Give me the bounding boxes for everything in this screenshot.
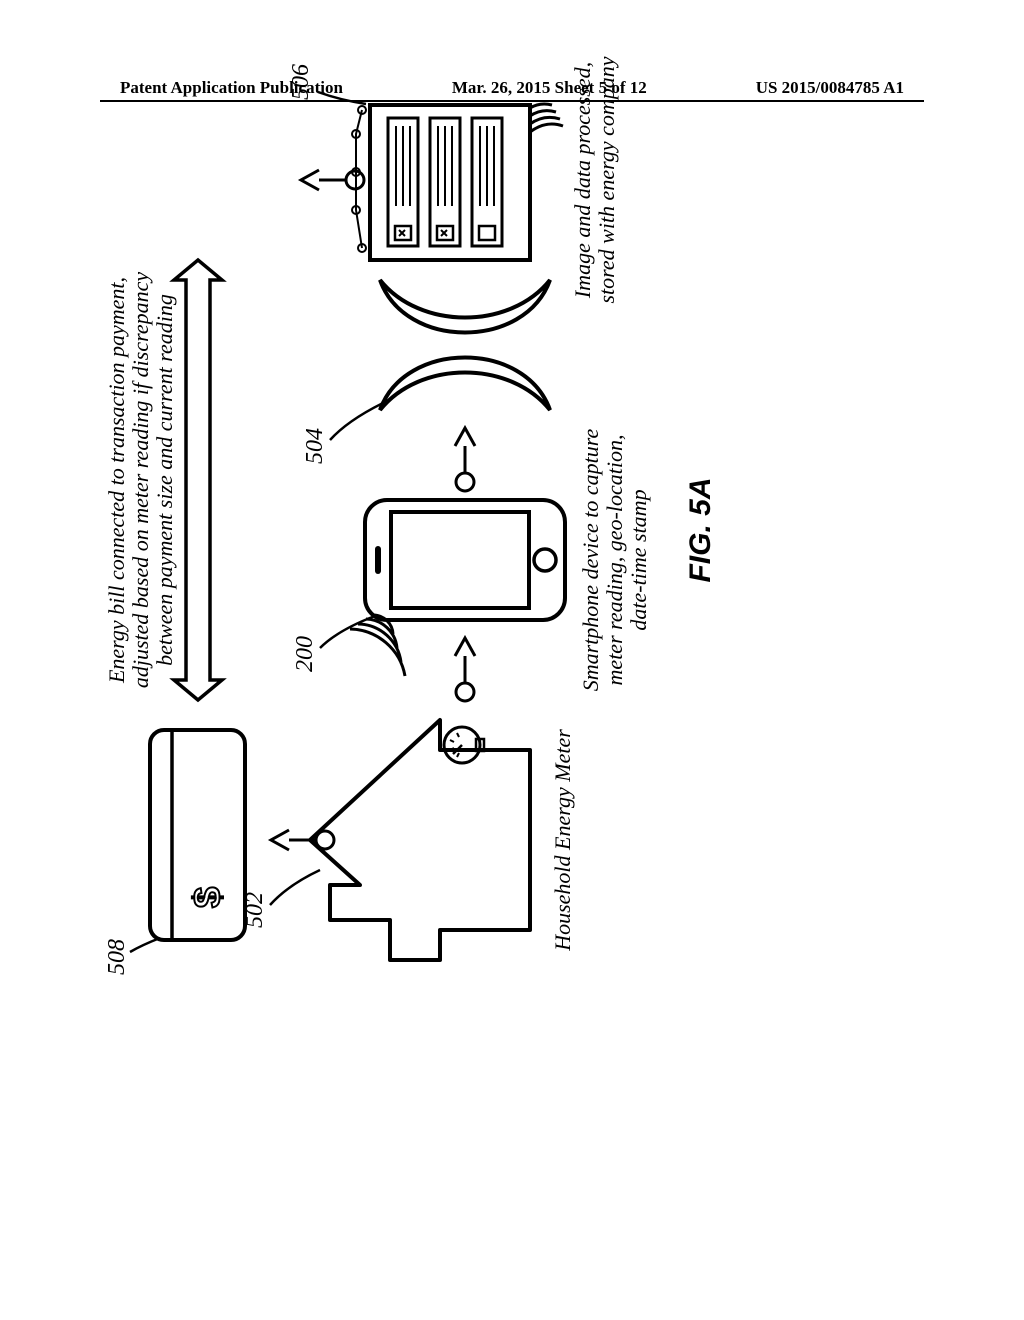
ref-508: 508 bbox=[104, 939, 130, 975]
arrow-2 bbox=[455, 428, 475, 491]
label-server-1: Image and data processed, bbox=[570, 62, 595, 299]
ref-506: 506 bbox=[288, 64, 314, 100]
figure-caption: FIG. 5A bbox=[684, 477, 717, 582]
server-icon bbox=[352, 104, 563, 260]
label-phone-1: Smartphone device to capture bbox=[578, 429, 603, 692]
arrow-1 bbox=[455, 638, 475, 701]
double-arrow bbox=[174, 260, 222, 700]
label-bill-3: between payment size and current reading bbox=[152, 294, 177, 666]
network-icon bbox=[380, 280, 550, 410]
label-bill-1: Energy bill connected to transaction pay… bbox=[104, 277, 129, 684]
label-phone-3: date-time stamp bbox=[626, 489, 651, 630]
label-phone-2: meter reading, geo-location, bbox=[602, 435, 627, 686]
bill-icon: $ bbox=[150, 730, 245, 940]
header-right: US 2015/0084785 A1 bbox=[756, 78, 904, 98]
svg-text:$: $ bbox=[187, 887, 229, 908]
ref-504: 504 bbox=[302, 428, 328, 464]
page-header: Patent Application Publication Mar. 26, … bbox=[0, 78, 1024, 98]
house-icon bbox=[310, 720, 530, 960]
header-rule bbox=[100, 100, 924, 102]
arrow-up-left bbox=[271, 830, 334, 850]
label-bill-2: adjusted based on meter reading if discr… bbox=[128, 272, 153, 689]
ref-200: 200 bbox=[292, 636, 318, 672]
figure-5a: 502 Household Energy Meter 200 Smartphon… bbox=[100, 160, 924, 1060]
label-house: Household Energy Meter bbox=[550, 729, 575, 952]
label-server-2: stored with energy company bbox=[594, 56, 619, 303]
